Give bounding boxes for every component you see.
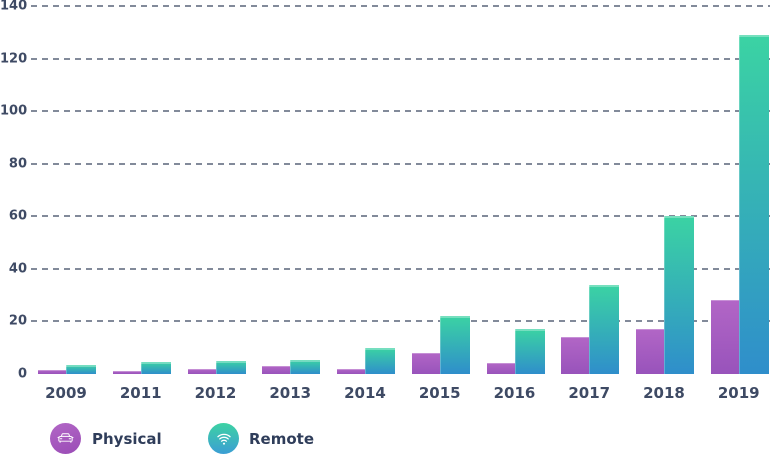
chart-legend: Physical Remote <box>0 422 770 458</box>
wifi-icon <box>208 423 239 454</box>
bar-remote-2017 <box>589 285 620 374</box>
y-axis-tick-label-0: 0 <box>17 366 27 382</box>
gridline-60 <box>31 215 770 218</box>
x-axis-label-2012: 2012 <box>194 384 237 402</box>
bar-remote-2011 <box>140 362 171 374</box>
gridline-20 <box>31 320 770 323</box>
x-axis-label-2019: 2019 <box>717 384 760 402</box>
x-axis-label-2015: 2015 <box>418 384 461 402</box>
bar-remote-2014 <box>365 348 395 374</box>
y-axis-tick-label-100: 100 <box>0 103 28 119</box>
bar-physical-2009 <box>38 370 66 374</box>
bar-remote-2016 <box>514 329 545 374</box>
x-axis-label-2014: 2014 <box>344 384 386 402</box>
bar-remote-2019 <box>738 35 769 374</box>
x-axis-label-2018: 2018 <box>643 384 685 402</box>
bar-physical-2014 <box>337 369 365 374</box>
legend-label-remote: Remote <box>249 429 315 448</box>
bar-physical-2016 <box>486 363 515 374</box>
x-axis-label-2013: 2013 <box>269 384 312 402</box>
y-axis-tick-label-140: 140 <box>0 0 28 14</box>
y-axis-tick-label-20: 20 <box>8 313 27 329</box>
legend-item-remote: Remote <box>208 422 314 455</box>
bar-remote-2015 <box>439 316 470 374</box>
y-axis-tick-label-120: 120 <box>0 51 28 67</box>
bar-physical-2012 <box>187 369 216 374</box>
x-axis-label-2009: 2009 <box>45 384 87 402</box>
y-axis-tick-label-40: 40 <box>8 261 27 277</box>
bar-physical-2017 <box>561 337 590 374</box>
bar-remote-2012 <box>215 361 246 374</box>
bar-physical-2013 <box>262 366 291 374</box>
gridline-140 <box>31 5 770 7</box>
gridline-80 <box>31 162 770 165</box>
gridline-40 <box>31 267 770 270</box>
x-axis-label-2016: 2016 <box>493 384 536 402</box>
bar-remote-2009 <box>66 365 96 374</box>
bar-remote-2018 <box>664 216 694 374</box>
x-axis-label-2017: 2017 <box>568 384 611 402</box>
gridline-120 <box>31 57 770 60</box>
bar-physical-2015 <box>411 353 440 374</box>
bar-physical-2018 <box>636 329 664 374</box>
bar-physical-2011 <box>112 371 141 374</box>
x-axis-label-2011: 2011 <box>119 384 162 402</box>
bar-remote-2013 <box>290 360 321 374</box>
y-axis-tick-label-80: 80 <box>8 156 27 172</box>
bar-physical-2019 <box>710 300 739 374</box>
gridline-100 <box>31 110 770 113</box>
y-axis-tick-label-60: 60 <box>8 208 27 224</box>
legend-label-physical: Physical <box>92 429 162 448</box>
legend-item-physical: Physical <box>50 422 162 455</box>
car-icon <box>50 423 81 454</box>
